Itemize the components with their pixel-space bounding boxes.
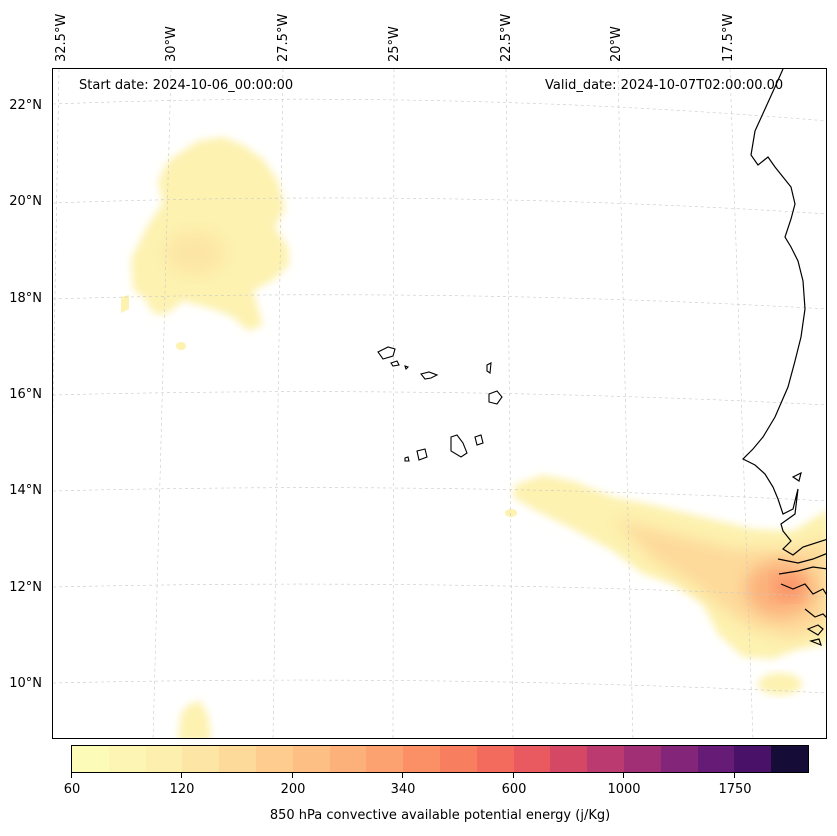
colorbar-segment-7 bbox=[329, 746, 367, 772]
lat-label-18n: 18°N bbox=[9, 291, 42, 306]
cape-blob-southwest bbox=[178, 701, 211, 738]
colorbar-tick bbox=[181, 773, 182, 778]
island-santa-luzia bbox=[404, 365, 410, 371]
coastlines bbox=[741, 69, 826, 647]
island-dakar-small bbox=[791, 471, 802, 482]
guinea-coast bbox=[804, 608, 826, 618]
colorbar-segment-3 bbox=[182, 746, 220, 772]
colorbar-segment-2 bbox=[145, 746, 183, 772]
island-sao-vicente bbox=[390, 360, 400, 367]
colorbar-tick bbox=[402, 773, 403, 778]
cape-blob-west-small bbox=[121, 295, 129, 313]
map-panel[interactable] bbox=[52, 68, 827, 739]
colorbar-segment-9 bbox=[403, 746, 440, 772]
colorbar-segment-17 bbox=[697, 746, 735, 772]
lat-label-16n: 16°N bbox=[9, 387, 42, 402]
africa-coastline bbox=[741, 69, 826, 556]
colorbar-segment-16 bbox=[660, 746, 698, 772]
start-date-label: Start date: 2024-10-06_00:00:00 bbox=[79, 78, 294, 93]
colorbar-segment-6 bbox=[292, 746, 330, 772]
lon-label-27-5w: 27.5°W bbox=[276, 13, 291, 62]
gambia-river bbox=[778, 566, 826, 575]
colorbar-segment-8 bbox=[366, 746, 404, 772]
cape-blob-northwest-core bbox=[165, 231, 225, 275]
islands-bijagos bbox=[806, 624, 824, 647]
colorbar-segment-10 bbox=[439, 746, 477, 772]
colorbar-tick bbox=[71, 773, 72, 778]
colorbar-segment-5 bbox=[255, 746, 293, 772]
island-santiago bbox=[450, 434, 468, 458]
island-boa-vista bbox=[488, 390, 503, 405]
cape-shading bbox=[121, 137, 826, 738]
guinea-bissau-coast bbox=[780, 583, 826, 595]
colorbar-tick-label-340: 340 bbox=[390, 782, 416, 797]
colorbar-segment-11 bbox=[476, 746, 514, 772]
colorbar-segment-12 bbox=[513, 746, 551, 772]
lat-label-22n: 22°N bbox=[9, 98, 42, 113]
island-fogo bbox=[416, 448, 428, 461]
colorbar-segment-1 bbox=[108, 746, 146, 772]
colorbar-segment-13 bbox=[550, 746, 588, 772]
lon-label-30w: 30°W bbox=[164, 26, 179, 62]
cape-verde-islands bbox=[377, 346, 503, 462]
valid-date-label: Valid_date: 2024-10-07T02:00:00.00 bbox=[545, 78, 784, 93]
colorbar-tick-label-200: 200 bbox=[280, 782, 306, 797]
colorbar-segment-15 bbox=[623, 746, 661, 772]
colorbar-segment-19 bbox=[771, 746, 808, 772]
colorbar bbox=[71, 745, 809, 773]
island-santo-antao bbox=[377, 346, 396, 360]
lon-label-20w: 20°W bbox=[609, 26, 624, 62]
island-maio bbox=[474, 434, 484, 446]
lon-label-25w: 25°W bbox=[387, 26, 402, 62]
colorbar-tick bbox=[292, 773, 293, 778]
colorbar-tick-label-600: 600 bbox=[501, 782, 527, 797]
lon-label-22-5w: 22.5°W bbox=[499, 13, 514, 62]
map-canvas bbox=[53, 69, 826, 738]
gridlines bbox=[53, 69, 826, 738]
colorbar-tick bbox=[734, 773, 735, 778]
colorbar-tick-label-1000: 1000 bbox=[607, 782, 641, 797]
lat-label-12n: 12°N bbox=[9, 580, 42, 595]
lon-label-17-5w: 17.5°W bbox=[721, 13, 736, 62]
cape-blob-speck bbox=[176, 342, 186, 350]
senegambia-border bbox=[777, 553, 826, 564]
island-sal bbox=[486, 362, 492, 374]
cape-blob-south bbox=[758, 673, 802, 695]
colorbar-segment-4 bbox=[219, 746, 256, 772]
colorbar-segment-0 bbox=[72, 746, 109, 772]
colorbar-title: 850 hPa convective available potential e… bbox=[269, 808, 611, 823]
colorbar-tick-label-60: 60 bbox=[63, 782, 81, 797]
island-sao-nicolau bbox=[420, 371, 439, 380]
colorbar-segment-18 bbox=[734, 746, 772, 772]
lon-label-32-5w: 32.5°W bbox=[54, 13, 69, 62]
island-brava bbox=[404, 456, 410, 462]
lat-label-20n: 20°N bbox=[9, 194, 42, 209]
lat-label-10n: 10°N bbox=[9, 676, 42, 691]
colorbar-tick bbox=[513, 773, 514, 778]
colorbar-tick bbox=[623, 773, 624, 778]
cape-blob-offshore bbox=[505, 509, 517, 517]
colorbar-tick-label-120: 120 bbox=[169, 782, 195, 797]
colorbar-segment-14 bbox=[587, 746, 624, 772]
colorbar-tick-label-1750: 1750 bbox=[718, 782, 752, 797]
lat-label-14n: 14°N bbox=[9, 483, 42, 498]
